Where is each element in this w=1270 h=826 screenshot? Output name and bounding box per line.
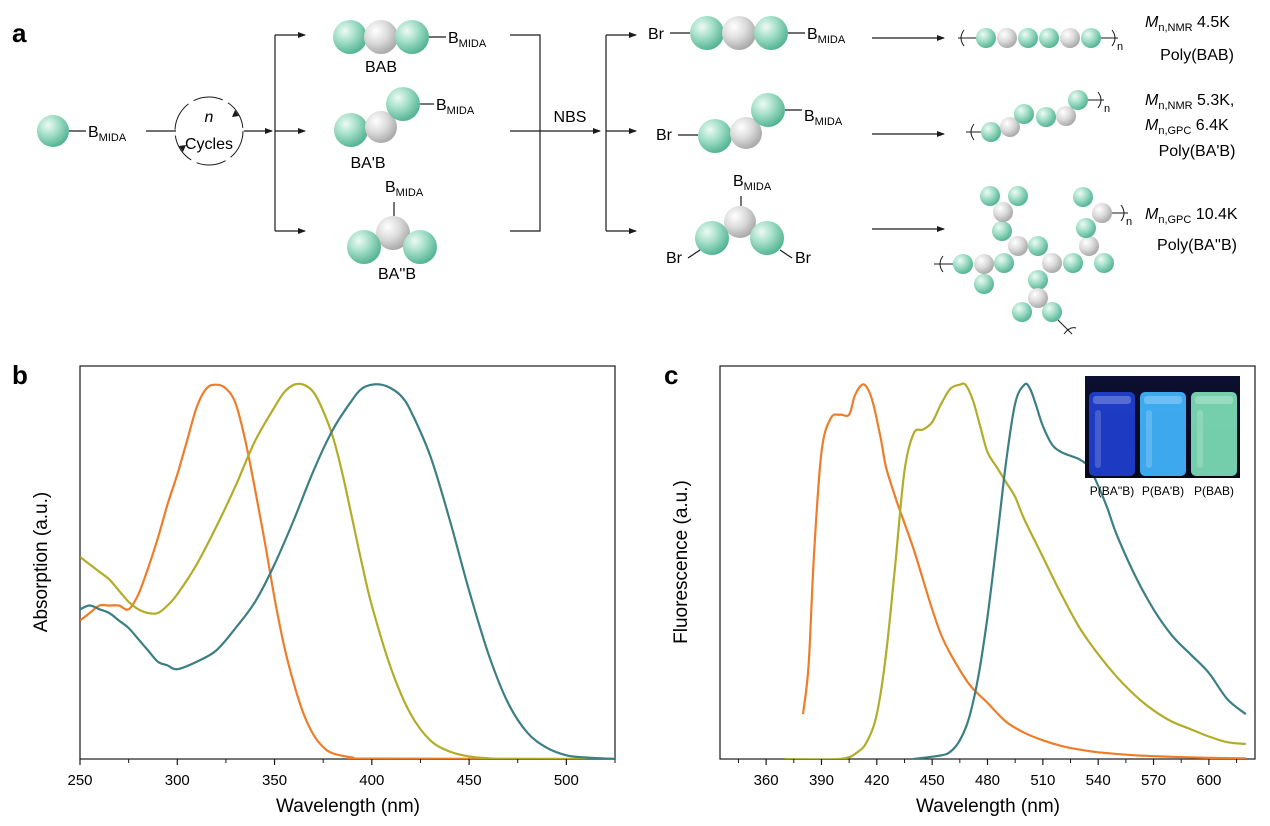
panel-label-a: a bbox=[12, 18, 27, 48]
br-babpp-unit: BMIDA Br Br bbox=[666, 173, 812, 267]
bab-label: BAB bbox=[365, 59, 397, 76]
babp-mn-gpc: Mn,GPC 6.4K bbox=[1145, 117, 1229, 137]
svg-text:BMIDA: BMIDA bbox=[448, 30, 487, 50]
mn-labels: Mn,NMR 4.5K Poly(BAB) Mn,NMR 5.3K, Mn,GP… bbox=[1145, 14, 1238, 254]
monomer: BMIDA bbox=[37, 115, 127, 147]
x-tick-label: 450 bbox=[920, 772, 945, 789]
plot-frame-b bbox=[79, 365, 616, 760]
x-axis-label-c: Wavelength (nm) bbox=[916, 796, 1060, 817]
svg-text:n: n bbox=[1126, 216, 1132, 228]
panel-b-absorption-chart: b 250 300 350 400 450 500 Wavelength (nm) Abs… bbox=[12, 360, 616, 817]
babp-unit: BMIDA BA'B bbox=[334, 87, 475, 172]
babpp-label: BA''B bbox=[378, 266, 416, 283]
x-tick-label: 420 bbox=[864, 772, 889, 789]
babp-label: BA'B bbox=[350, 155, 385, 172]
x-tick-label: 600 bbox=[1196, 772, 1221, 789]
poly-babp-chain: n bbox=[966, 90, 1110, 142]
x-axis-label-b: Wavelength (nm) bbox=[276, 796, 420, 817]
series-lines-b bbox=[80, 382, 615, 759]
bab-unit: BMIDA BAB bbox=[333, 20, 487, 76]
x-tick-label: 360 bbox=[754, 772, 779, 789]
cycle-step: n Cycles bbox=[146, 96, 273, 166]
vial-label: P(BAB) bbox=[1194, 484, 1234, 498]
bab-mn: Mn,NMR 4.5K bbox=[1145, 14, 1230, 34]
x-tick-label: 250 bbox=[67, 772, 92, 789]
babpp-unit: BMIDA BA''B bbox=[347, 179, 437, 283]
babp-poly-label: Poly(BA'B) bbox=[1159, 143, 1236, 160]
panel-label-c: c bbox=[664, 360, 678, 390]
x-tick-label: 570 bbox=[1141, 772, 1166, 789]
svg-text:BMIDA: BMIDA bbox=[807, 26, 846, 46]
svg-text:Br: Br bbox=[656, 127, 673, 144]
cycle-label: Cycles bbox=[185, 136, 233, 153]
x-tick-label: 510 bbox=[1030, 772, 1055, 789]
vial-label: P(BA''B) bbox=[1090, 484, 1135, 498]
vial bbox=[1191, 392, 1237, 476]
vial bbox=[1089, 392, 1135, 476]
svg-text:Br: Br bbox=[666, 250, 683, 267]
svg-text:n: n bbox=[1117, 41, 1123, 53]
br-babp-unit: Br BMIDA bbox=[656, 93, 843, 153]
x-tick-label: 300 bbox=[165, 772, 190, 789]
svg-text:BMIDA: BMIDA bbox=[385, 179, 424, 199]
poly-bab-chain: n bbox=[958, 28, 1123, 53]
br-bab-unit: Br BMIDA bbox=[648, 16, 846, 50]
x-ticks-c: 360 390 420 450 480 510 540 570 600 bbox=[737, 759, 1238, 789]
x-ticks-b: 250 300 350 400 450 500 bbox=[67, 759, 616, 789]
x-tick-label: 350 bbox=[262, 772, 287, 789]
panel-label-b: b bbox=[12, 360, 28, 390]
x-tick-label: 390 bbox=[809, 772, 834, 789]
x-tick-label: 500 bbox=[554, 772, 579, 789]
svg-text:BMIDA: BMIDA bbox=[804, 108, 843, 128]
panel-c-fluorescence-chart: c 360 390 420 450 480 510 540 570 600 Wavelength… bbox=[664, 360, 1256, 817]
x-tick-label: 450 bbox=[457, 772, 482, 789]
svg-text:BMIDA: BMIDA bbox=[436, 97, 475, 117]
babpp-poly-label: Poly(BA''B) bbox=[1157, 237, 1237, 254]
vial bbox=[1140, 392, 1186, 476]
series-line-orange bbox=[80, 383, 615, 759]
panel-a-scheme: a BMIDA n Cycles bbox=[12, 14, 1238, 335]
branch-arrows-1 bbox=[274, 32, 306, 234]
poly-babpp-network: n bbox=[934, 186, 1132, 335]
series-line-teal bbox=[913, 382, 1247, 759]
series-line-orange bbox=[801, 383, 1246, 759]
svg-text:Br: Br bbox=[795, 250, 812, 267]
monomer-ball bbox=[37, 115, 69, 147]
polymerization-arrows bbox=[872, 35, 945, 232]
series-line-olive bbox=[784, 382, 1246, 759]
vial-photo-inset: P(BA''B) P(BA'B) P(BAB) bbox=[1085, 376, 1240, 498]
converge-bracket bbox=[510, 34, 601, 232]
babpp-mn-gpc: Mn,GPC 10.4K bbox=[1145, 206, 1238, 226]
y-axis-label-c: Fluorescence (a.u.) bbox=[671, 480, 692, 644]
x-tick-label: 540 bbox=[1086, 772, 1111, 789]
svg-text:BMIDA: BMIDA bbox=[733, 173, 772, 193]
x-tick-label: 400 bbox=[359, 772, 384, 789]
monomer-bmida: BMIDA bbox=[88, 124, 127, 144]
y-axis-label-b: Absorption (a.u.) bbox=[31, 492, 52, 632]
babp-mn-nmr: Mn,NMR 5.3K, bbox=[1145, 92, 1234, 112]
series-line-olive bbox=[80, 382, 615, 759]
series-line-teal bbox=[80, 383, 615, 759]
branch-arrows-2 bbox=[605, 32, 637, 234]
series-lines-c bbox=[784, 382, 1247, 759]
svg-text:Br: Br bbox=[648, 26, 665, 43]
vial-label: P(BA'B) bbox=[1142, 484, 1184, 498]
bab-poly-label: Poly(BAB) bbox=[1160, 47, 1234, 64]
cycle-n: n bbox=[205, 109, 214, 126]
nbs-label: NBS bbox=[554, 109, 587, 126]
x-tick-label: 480 bbox=[975, 772, 1000, 789]
svg-text:n: n bbox=[1104, 103, 1110, 115]
